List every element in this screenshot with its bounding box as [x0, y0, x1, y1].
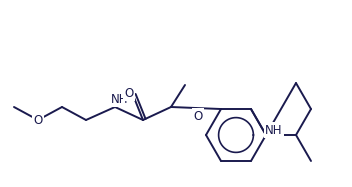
Text: NH: NH	[111, 93, 129, 105]
Text: O: O	[33, 114, 43, 126]
Text: NH: NH	[265, 123, 283, 137]
Text: O: O	[193, 110, 203, 122]
Text: O: O	[124, 87, 134, 99]
